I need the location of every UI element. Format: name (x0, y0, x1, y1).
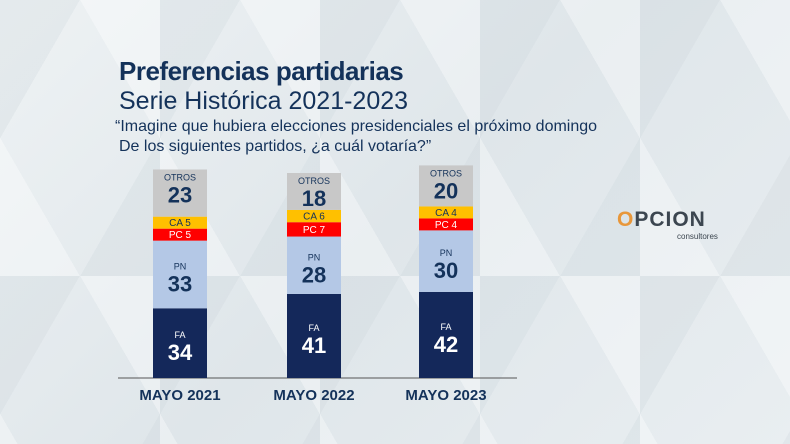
opcion-logo: OPCION consultores (617, 208, 718, 242)
data-label: PC 4 (435, 220, 458, 231)
data-label: PC 5 (169, 230, 192, 241)
series-label: OTROS (298, 176, 330, 186)
data-label: CA 6 (303, 212, 325, 223)
series-label: FA (308, 323, 319, 333)
data-label: PC 7 (303, 225, 326, 236)
data-label: 33 (168, 271, 192, 296)
bar-otros (287, 173, 341, 210)
bar-ca (153, 216, 207, 229)
bar-pn (419, 230, 473, 292)
bar-otros (419, 165, 473, 207)
data-label: 20 (434, 178, 458, 203)
data-label: 30 (434, 258, 458, 283)
question-line-2: De los siguientes partidos, ¿a cuál vota… (119, 138, 432, 155)
bar-ca (419, 206, 473, 219)
data-label: CA 5 (169, 218, 191, 229)
bar-fa (153, 308, 207, 378)
series-label: OTROS (430, 168, 462, 178)
chart-title: Preferencias partidarias (119, 56, 404, 86)
data-label: 28 (302, 262, 326, 287)
series-label: OTROS (164, 173, 196, 183)
bar-pc (287, 222, 341, 237)
bar-pn (287, 236, 341, 294)
chart-subtitle: Serie Histórica 2021-2023 (119, 87, 409, 115)
bar-ca (287, 209, 341, 223)
data-label: 23 (168, 183, 192, 208)
logo-text: OPCION (617, 208, 706, 231)
bar-fa (419, 291, 473, 378)
data-label: 42 (434, 332, 458, 357)
data-label: 18 (302, 186, 326, 211)
data-label: CA 4 (435, 208, 457, 219)
bar-pn (153, 240, 207, 309)
bar-pc (153, 228, 207, 241)
data-label: 41 (302, 333, 326, 358)
series-label: FA (440, 322, 451, 332)
category-label: MAYO 2022 (273, 387, 354, 404)
category-label: MAYO 2021 (139, 387, 220, 404)
question-line-1: “Imagine que hubiera elecciones presiden… (115, 118, 598, 135)
bar-otros (153, 169, 207, 217)
series-label: FA (174, 330, 185, 340)
series-label: PN (308, 252, 321, 262)
series-label: PN (440, 248, 453, 258)
logo-subtext: consultores (677, 232, 718, 241)
bar-pc (419, 218, 473, 231)
data-label: 34 (168, 340, 193, 365)
bar-fa (287, 293, 341, 378)
series-label: PN (174, 261, 187, 271)
category-label: MAYO 2023 (405, 387, 486, 404)
